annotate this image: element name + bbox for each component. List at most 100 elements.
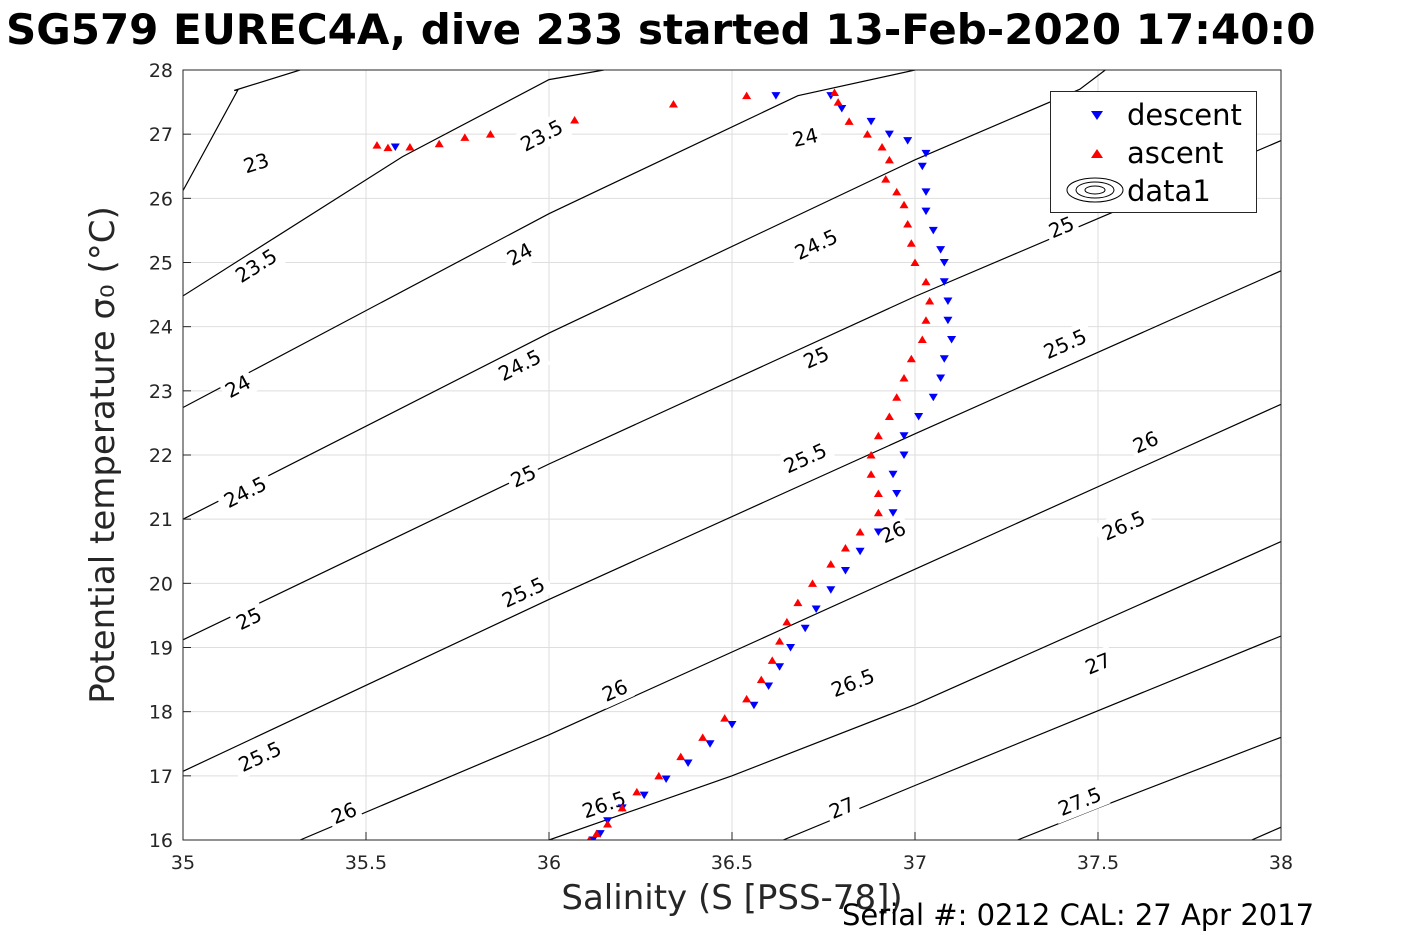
contour-labels: 2323.523.524242424.524.524.52525252525.5… xyxy=(214,110,1166,832)
contour-label: 25.5 xyxy=(492,568,555,617)
contour-label: 24 xyxy=(786,121,824,154)
ascent-point xyxy=(676,752,686,761)
legend: descent ascent data1 xyxy=(1050,91,1257,213)
legend-label-descent: descent xyxy=(1127,98,1242,132)
ascent-point xyxy=(884,155,894,164)
ascent-point xyxy=(617,803,627,812)
contour-label: 26 xyxy=(594,672,635,709)
descent-point xyxy=(899,432,909,440)
ascent-point xyxy=(906,239,916,247)
ascent-point xyxy=(855,528,865,536)
descent-point xyxy=(928,393,938,402)
descent-point xyxy=(936,246,946,254)
descent-point xyxy=(840,567,850,575)
descent-point xyxy=(749,701,759,710)
ascent-point xyxy=(808,579,818,587)
ascent-point xyxy=(405,143,415,151)
descent-point xyxy=(800,624,810,633)
contour-label: 25 xyxy=(796,338,837,376)
contour-label: 25.5 xyxy=(774,434,837,482)
contour-label: 26.5 xyxy=(821,660,884,706)
contour-label: 25 xyxy=(503,457,544,495)
ascent-point xyxy=(881,175,891,183)
descent-point xyxy=(775,663,785,671)
descent-point xyxy=(683,759,693,767)
ascent-point xyxy=(840,544,850,552)
ascent-point xyxy=(862,130,872,138)
x-tick-label: 35.5 xyxy=(345,852,387,874)
y-tick-label: 23 xyxy=(149,381,173,403)
contour-label: 26 xyxy=(1125,423,1166,461)
ascent-point xyxy=(910,258,920,266)
descent-point xyxy=(639,791,649,800)
contour-line-27.5 xyxy=(1017,736,1281,840)
ascent-point xyxy=(873,508,883,517)
ascent-point xyxy=(884,412,894,420)
contour-lines xyxy=(183,70,1281,840)
ascent-point xyxy=(921,277,931,286)
x-tick-label: 37 xyxy=(903,852,927,874)
y-tick-label: 21 xyxy=(149,509,173,531)
x-tick-label: 38 xyxy=(1269,852,1293,874)
descent-point xyxy=(947,336,957,344)
ascent-point xyxy=(917,335,927,343)
ascent-point xyxy=(698,733,708,741)
contour-label: 25.5 xyxy=(228,732,291,781)
descent-point xyxy=(939,259,949,267)
ascent-point xyxy=(485,130,495,138)
descent-point xyxy=(943,297,953,305)
descent-point xyxy=(727,721,737,729)
contour-label: 27 xyxy=(1078,645,1118,682)
ascent-point xyxy=(873,431,883,440)
contour-label-text: 24 xyxy=(790,123,820,152)
y-ticks: 16 17 18 19 20 21 22 23 24 25 26 27 28 xyxy=(149,60,191,852)
descent-point xyxy=(837,105,847,113)
contour-line-25 xyxy=(183,140,1281,641)
descent-point xyxy=(914,413,924,421)
ascent-marker-icon xyxy=(1091,149,1103,158)
legend-label-data1: data1 xyxy=(1127,174,1211,208)
contour-label: 27.5 xyxy=(1048,779,1111,824)
contour-label: 27 xyxy=(822,789,862,827)
ascent-point xyxy=(632,787,642,796)
contour-label: 24 xyxy=(499,235,540,274)
descent-point xyxy=(921,188,931,196)
data-markers xyxy=(372,88,957,840)
x-tick-label: 36.5 xyxy=(711,852,753,874)
ascent-point xyxy=(826,560,836,568)
y-tick-label: 16 xyxy=(149,830,173,852)
contour-label: 24 xyxy=(217,367,259,406)
ascent-point xyxy=(767,656,777,664)
contour-line-24.5 xyxy=(183,70,1106,520)
descent-point xyxy=(921,207,931,216)
descent-point xyxy=(928,226,938,235)
descent-point xyxy=(892,490,902,498)
contour-label: 24.5 xyxy=(785,220,848,269)
descent-point xyxy=(939,355,949,363)
descent-point xyxy=(764,682,774,690)
ascent-point xyxy=(892,393,902,401)
y-tick-label: 24 xyxy=(149,317,173,339)
ascent-point xyxy=(586,836,592,840)
contour-label: 24.5 xyxy=(214,467,277,517)
descent-point xyxy=(826,586,836,594)
contour-label: 25.5 xyxy=(1034,320,1096,368)
descent-point xyxy=(873,528,883,536)
descent-point xyxy=(939,278,949,286)
contour-line-23.5 xyxy=(183,70,605,297)
ascent-point xyxy=(844,117,854,125)
descent-marker-icon xyxy=(1091,111,1103,120)
x-ticks: 35 35.5 36 36.5 37 37.5 38 xyxy=(171,832,1293,874)
descent-point xyxy=(786,644,796,652)
ascent-point xyxy=(603,819,613,828)
ascent-point xyxy=(775,637,785,645)
ascent-point xyxy=(793,598,803,607)
ascent-point xyxy=(756,675,766,684)
descent-point xyxy=(661,775,671,784)
descent-point xyxy=(936,374,946,382)
ascent-point xyxy=(866,451,876,459)
ascent-point xyxy=(833,98,843,106)
contour-line-26.5 xyxy=(548,541,1281,840)
ascent-point xyxy=(742,91,752,100)
